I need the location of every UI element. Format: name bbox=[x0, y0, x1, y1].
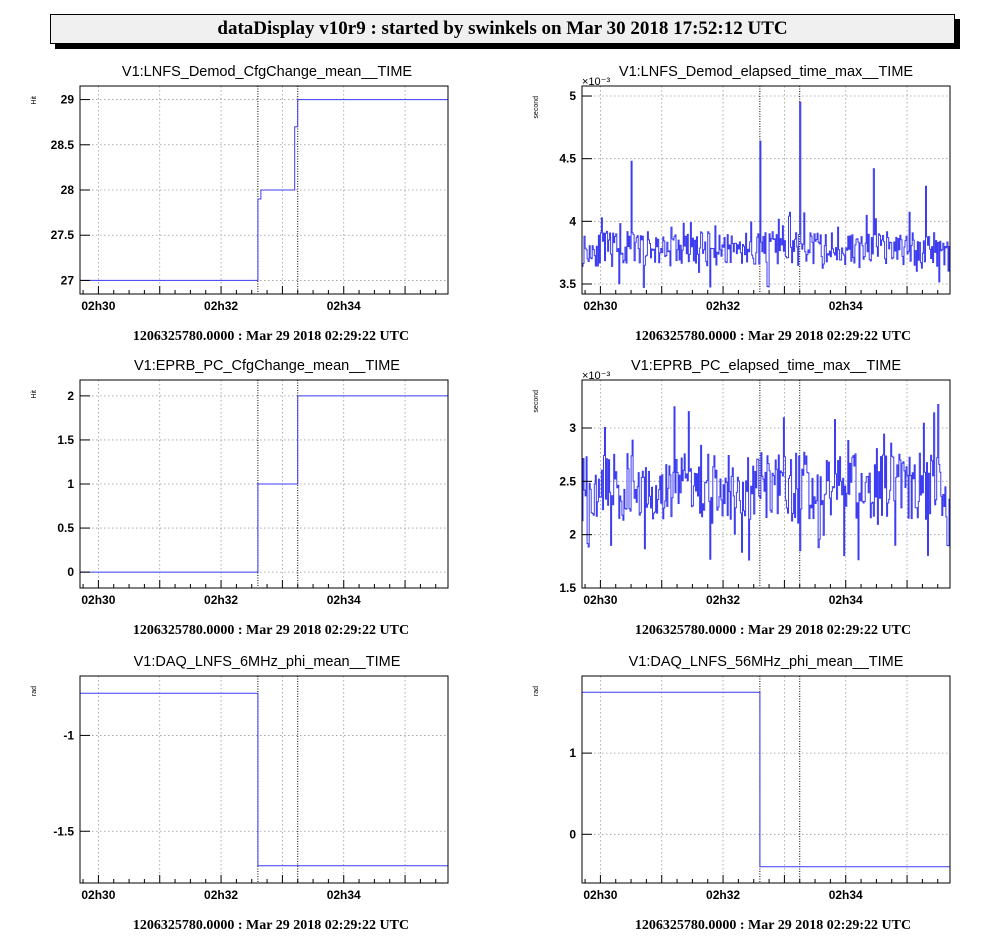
y-axis-label: second bbox=[533, 96, 540, 119]
y-tick-label: 3 bbox=[569, 421, 576, 435]
chart-panel-3: 0 0.5 1 1.5 2 02h30 02h32 02h34 V1:EPRB_PC_CfgCh… bbox=[31, 358, 449, 638]
y-axis-multiplier: ×10⁻³ bbox=[582, 370, 610, 382]
x-tick-label: 02h34 bbox=[829, 593, 863, 607]
y-tick-label: 4.5 bbox=[559, 152, 576, 166]
series-line bbox=[582, 691, 950, 868]
y-axis-label: Hit bbox=[31, 390, 38, 399]
y-axis-multiplier: ×10⁻³ bbox=[582, 76, 610, 88]
y-tick-label: 4 bbox=[569, 214, 576, 228]
series-line bbox=[80, 395, 448, 573]
y-axis-label: rad bbox=[533, 686, 540, 696]
y-tick-label: -1.5 bbox=[53, 824, 74, 838]
chart-title: V1:DAQ_LNFS_56MHz_phi_mean__TIME bbox=[629, 654, 904, 670]
chart-title: V1:EPRB_PC_elapsed_time_max__TIME bbox=[631, 358, 901, 374]
y-tick-label: 0 bbox=[67, 565, 74, 579]
y-tick-label: 28.5 bbox=[51, 138, 75, 152]
x-tick-label: 02h34 bbox=[327, 299, 361, 313]
series-line bbox=[80, 692, 448, 867]
page-banner: dataDisplay v10r9 : started by swinkels … bbox=[50, 14, 955, 44]
x-tick-label: 02h32 bbox=[204, 593, 238, 607]
x-tick-label: 02h30 bbox=[81, 888, 115, 902]
y-tick-label: 3.5 bbox=[559, 277, 576, 291]
x-tick-label: 02h34 bbox=[327, 888, 361, 902]
y-tick-label: 1.5 bbox=[57, 433, 74, 447]
plot-frame bbox=[581, 85, 951, 295]
x-axis-caption: 1206325780.0000 : Mar 29 2018 02:29:22 U… bbox=[133, 623, 409, 638]
x-tick-label: 02h30 bbox=[583, 888, 617, 902]
y-axis-label: second bbox=[533, 390, 540, 413]
x-tick-label: 02h30 bbox=[583, 299, 617, 313]
x-tick-label: 02h30 bbox=[81, 299, 115, 313]
x-tick-label: 02h32 bbox=[204, 299, 238, 313]
y-tick-label: 5 bbox=[569, 89, 576, 103]
chart-title: V1:EPRB_PC_CfgChange_mean__TIME bbox=[134, 358, 400, 374]
y-tick-label: 0.5 bbox=[57, 521, 74, 535]
chart-title: V1:LNFS_Demod_CfgChange_mean__TIME bbox=[122, 64, 412, 80]
y-tick-label: 0 bbox=[569, 827, 576, 841]
series-line bbox=[582, 101, 951, 288]
y-tick-label: 2 bbox=[569, 528, 576, 542]
chart-panel-2: 3.5 4 4.5 5 02h30 02h32 02h34 V1:LNFS_Demod_ela… bbox=[533, 64, 951, 344]
y-tick-label: 28 bbox=[61, 183, 75, 197]
y-tick-label: 2.5 bbox=[559, 474, 576, 488]
plot-area bbox=[582, 86, 950, 294]
x-tick-label: 02h32 bbox=[706, 299, 740, 313]
y-axis-label: Hit bbox=[31, 96, 38, 105]
x-axis-caption: 1206325780.0000 : Mar 29 2018 02:29:22 U… bbox=[133, 918, 409, 933]
plot-frame bbox=[581, 379, 951, 589]
x-tick-label: 02h32 bbox=[706, 593, 740, 607]
y-tick-label: 1.5 bbox=[559, 581, 576, 595]
chart-panel-6: 0 1 02h30 02h32 02h34 V1:DAQ_LNFS_56MHz_phi_m… bbox=[533, 654, 951, 933]
series-line bbox=[80, 99, 448, 281]
y-tick-label: 29 bbox=[61, 93, 75, 107]
x-axis-caption: 1206325780.0000 : Mar 29 2018 02:29:22 U… bbox=[635, 329, 911, 344]
plot-area bbox=[80, 676, 448, 883]
chart-title: V1:DAQ_LNFS_6MHz_phi_mean__TIME bbox=[134, 654, 401, 670]
x-tick-label: 02h34 bbox=[829, 888, 863, 902]
y-tick-label: 27.5 bbox=[51, 228, 75, 242]
x-tick-label: 02h32 bbox=[204, 888, 238, 902]
x-tick-label: 02h30 bbox=[81, 593, 115, 607]
x-tick-label: 02h34 bbox=[327, 593, 361, 607]
y-tick-label: -1 bbox=[63, 728, 74, 742]
x-axis-caption: 1206325780.0000 : Mar 29 2018 02:29:22 U… bbox=[133, 329, 409, 344]
series-line bbox=[582, 404, 951, 561]
chart-panel-4: 1.5 2 2.5 3 02h30 02h32 02h34 V1:EPRB_PC_elapse… bbox=[533, 358, 951, 638]
x-tick-label: 02h34 bbox=[829, 299, 863, 313]
chart-title: V1:LNFS_Demod_elapsed_time_max__TIME bbox=[619, 64, 913, 80]
plot-frame bbox=[581, 675, 951, 884]
y-tick-label: 2 bbox=[67, 389, 74, 403]
x-axis-caption: 1206325780.0000 : Mar 29 2018 02:29:22 U… bbox=[635, 918, 911, 933]
y-tick-label: 27 bbox=[61, 273, 75, 287]
x-axis-caption: 1206325780.0000 : Mar 29 2018 02:29:22 U… bbox=[635, 623, 911, 638]
plot-frame bbox=[79, 675, 449, 884]
chart-panel-5: -1 -1.5 02h30 02h32 02h34 V1:DAQ_LNFS_6MHz_ph… bbox=[31, 654, 449, 933]
y-tick-label: 1 bbox=[569, 746, 576, 760]
x-tick-label: 02h30 bbox=[583, 593, 617, 607]
chart-panel-1: 27 27.5 28 28.5 29 02h30 02h32 02h34 V1:LNFS_Dem… bbox=[31, 64, 449, 344]
y-axis-label: rad bbox=[31, 686, 38, 696]
x-tick-label: 02h32 bbox=[706, 888, 740, 902]
y-tick-label: 1 bbox=[67, 477, 74, 491]
plot-area bbox=[582, 676, 950, 883]
